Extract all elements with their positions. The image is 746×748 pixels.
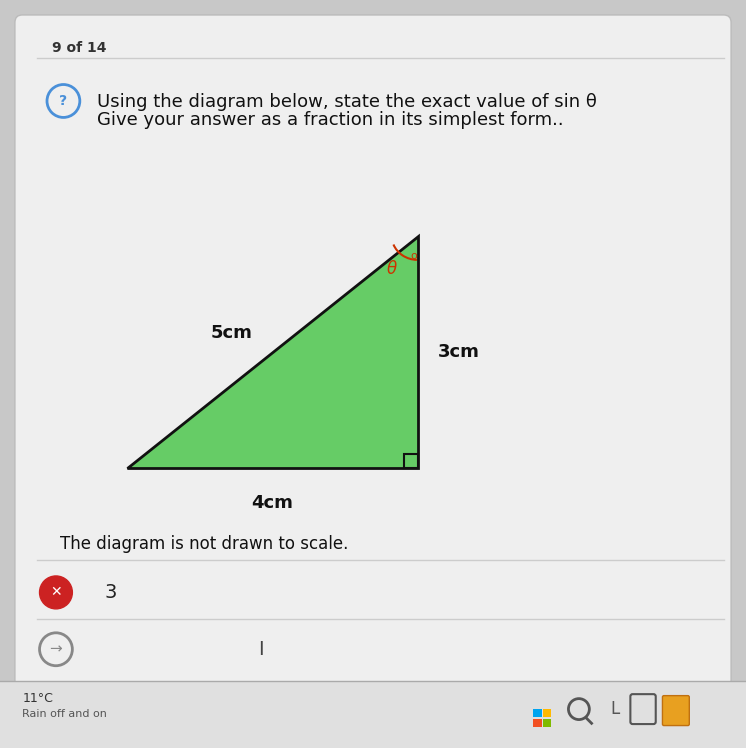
Text: Rain off and on: Rain off and on (22, 709, 107, 719)
Text: L: L (611, 700, 620, 718)
Text: I: I (258, 640, 264, 659)
Text: ✕: ✕ (50, 586, 62, 599)
FancyBboxPatch shape (662, 696, 689, 726)
Polygon shape (127, 236, 418, 468)
Text: 3cm: 3cm (438, 343, 480, 361)
Text: →: → (49, 642, 63, 657)
Text: 5cm: 5cm (210, 324, 252, 342)
Text: The diagram is not drawn to scale.: The diagram is not drawn to scale. (60, 535, 348, 553)
Text: 11°C: 11°C (22, 692, 53, 705)
Text: $\theta$: $\theta$ (386, 260, 398, 278)
Bar (543, 709, 551, 717)
Text: ?: ? (60, 94, 67, 108)
Bar (543, 719, 551, 727)
FancyBboxPatch shape (15, 15, 731, 688)
Text: 9 of 14: 9 of 14 (52, 41, 107, 55)
Text: Give your answer as a fraction in its simplest form..: Give your answer as a fraction in its si… (97, 111, 564, 129)
Text: 3: 3 (104, 583, 117, 602)
Text: o: o (410, 251, 418, 261)
FancyBboxPatch shape (0, 681, 746, 748)
Bar (533, 719, 542, 727)
Text: 4cm: 4cm (251, 494, 293, 512)
Circle shape (40, 576, 72, 609)
Text: Using the diagram below, state the exact value of sin θ: Using the diagram below, state the exact… (97, 93, 597, 111)
Bar (533, 709, 542, 717)
